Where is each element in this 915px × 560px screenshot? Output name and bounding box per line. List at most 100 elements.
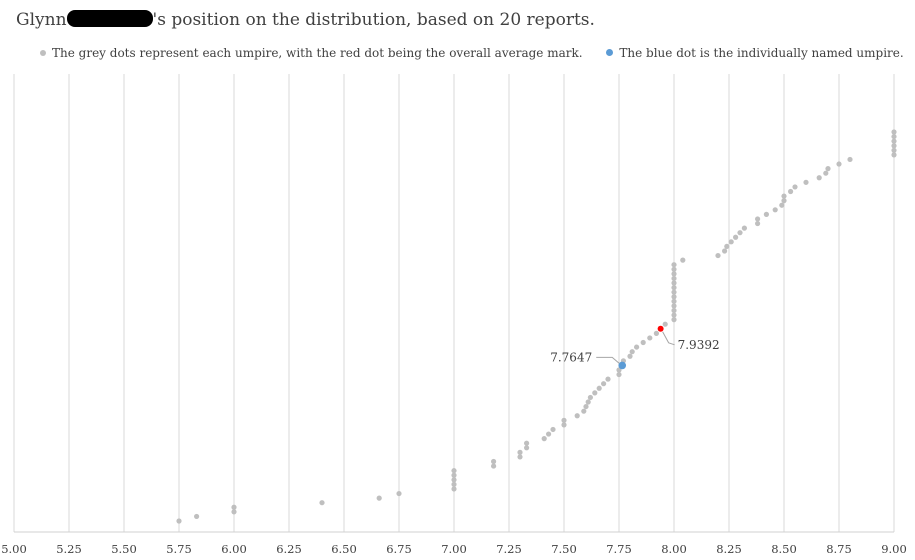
x-tick-label: 7.75 [606,542,632,556]
grey-dot [634,344,640,350]
grey-dot [847,156,853,163]
grey-dot [517,454,523,460]
grey-dot [524,440,530,446]
grey-dot [671,285,677,291]
grey-dot [517,449,523,455]
x-tick-label: 5.50 [111,542,137,556]
x-axis: 5.00 5.25 5.50 5.75 6.00 6.25 6.50 6.75 7.00 7.25… [1,531,907,556]
grey-dot [728,239,734,245]
x-tick-label: 5.00 [1,542,27,556]
grey-dot [662,321,668,327]
grey-dot [451,477,457,483]
grey-dot [491,458,497,465]
grey-dot [319,500,325,506]
grey-dot [671,266,677,272]
grey-dot [587,394,594,401]
x-tick-label: 7.00 [441,542,467,556]
legend-blue-text: The blue dot is the individually named u… [619,45,904,60]
title-suffix: 's position on the distribution, based o… [152,10,595,30]
grey-dot [836,161,842,167]
grey-dot [772,207,778,213]
grey-dot [715,252,721,259]
title-prefix: Glynn [16,10,67,30]
grey-dot [891,129,897,135]
x-tick-label: 7.25 [496,542,522,556]
grey-dot [803,179,809,185]
named-umpire-label: 7.7647 [550,350,592,364]
grey-dot-icon [40,50,46,56]
grey-dot [592,390,598,396]
grey-dot [781,198,787,204]
grey-dot [891,147,897,153]
grey-dot [451,486,457,492]
grey-dot [671,275,677,282]
average-label: 7.9392 [678,338,720,352]
grey-dot [231,509,237,515]
x-tick-label: 8.75 [826,542,852,556]
grey-dot [680,257,686,263]
grey-dot [596,385,602,391]
x-tick-label: 6.25 [276,542,302,556]
grey-dot [647,335,653,341]
grey-dot [816,175,822,181]
x-tick-label: 8.25 [716,542,742,556]
grey-dot [733,234,739,240]
grey-dot [741,225,748,231]
grey-dot [629,349,635,355]
grey-dot [653,330,660,336]
grey-dot [724,243,730,250]
grey-dot [546,431,552,437]
grey-dot [671,298,677,304]
grey-dot [396,490,402,497]
gridlines [13,74,895,532]
grey-dot [194,513,200,520]
named-umpire-leader-line [596,356,620,364]
grey-dot [823,170,829,176]
grey-dot [671,271,677,277]
grey-dot [722,248,728,254]
grey-dot [755,216,761,222]
x-tick-label: 9.00 [881,542,907,556]
grey-dot [891,133,897,140]
grey-dot [627,353,633,359]
grey-dot [671,312,677,318]
x-tick-label: 7.50 [551,542,577,556]
grey-dot [524,445,530,451]
grey-dot [792,184,798,190]
grey-dot [671,294,677,300]
grey-dot [616,371,622,378]
grey-dot [788,188,794,195]
grey-dot [616,367,622,373]
grey-dot [671,289,677,295]
grey-dot [451,468,457,474]
grey-dot [451,481,457,487]
data-points [176,129,897,524]
grey-dot [581,408,587,414]
legend-item-blue: The blue dot is the individually named u… [606,45,904,60]
grey-dot [376,495,382,501]
chart-legend: The grey dots represent each umpire, wit… [40,45,915,60]
x-tick-label: 6.50 [331,542,357,556]
grey-dot [583,403,589,410]
x-tick-label: 5.75 [166,542,192,556]
grey-dot [671,307,677,314]
grey-dot [891,143,897,149]
grey-dot [763,211,770,217]
grey-dot [671,280,677,286]
average-red-dot [657,325,664,332]
grey-dot [891,138,897,144]
average-leader-line [662,331,675,346]
annotations: 7.9392 7.7647 [550,331,720,364]
grey-dot [671,262,677,268]
legend-grey-text: The grey dots represent each umpire, wit… [52,46,583,60]
grey-dot [585,399,591,405]
named-umpire-blue-dot [618,361,627,370]
grey-dot [574,413,580,419]
grey-dot [640,339,646,346]
blue-dot-icon [606,49,614,56]
x-tick-label: 8.00 [661,542,687,556]
grey-dot [737,230,743,236]
x-tick-label: 6.75 [386,542,412,556]
grey-dot [561,417,567,423]
